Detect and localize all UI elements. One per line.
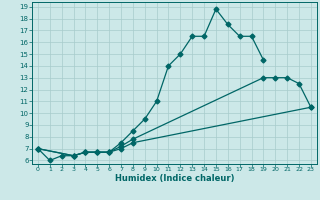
X-axis label: Humidex (Indice chaleur): Humidex (Indice chaleur)	[115, 174, 234, 183]
